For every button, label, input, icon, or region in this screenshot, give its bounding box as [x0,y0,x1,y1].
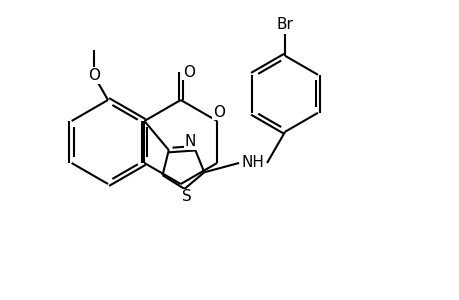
Text: N: N [185,134,196,149]
Text: S: S [181,189,191,204]
Text: O: O [88,68,100,83]
Text: O: O [182,64,194,80]
Text: NH: NH [241,155,264,170]
Text: Br: Br [276,17,293,32]
Text: O: O [213,104,224,119]
